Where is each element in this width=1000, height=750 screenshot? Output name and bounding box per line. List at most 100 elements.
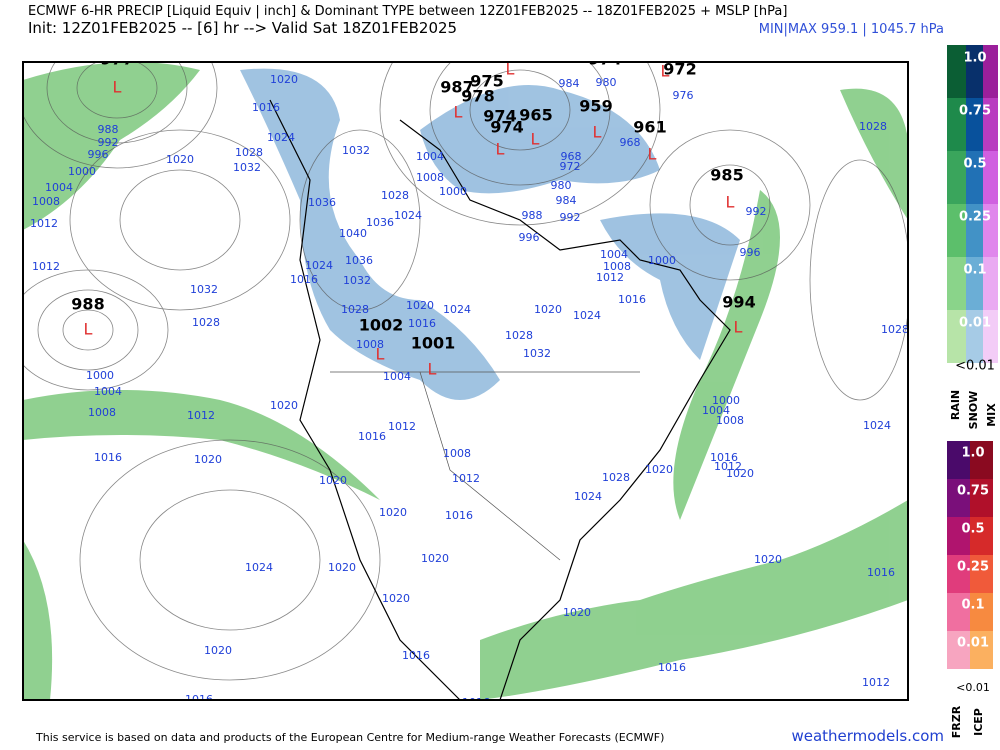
isobar-label: 1032 [342,144,370,157]
isobar-label: 980 [551,179,572,192]
pressure-center: 981 [496,30,529,49]
legend-level: 0.1 [961,598,984,613]
isobar-label: 1020 [563,606,591,619]
isobar-label: 1004 [94,385,122,398]
isobar-label: 992 [746,205,767,218]
isobar-label: 1024 [443,303,471,316]
isobar-label: 1004 [600,248,628,261]
isobar-label: 976 [673,89,694,102]
isobar-label: 1016 [462,696,490,709]
isobar-label: 1016 [290,273,318,286]
isobar-label: 1000 [439,185,467,198]
legend-swatch [970,441,993,479]
legend-type: MIX [985,403,998,427]
isobar-label: 1020 [754,553,782,566]
isobar-label: 1008 [88,406,116,419]
isobar-label: 1008 [356,338,384,351]
legend-level: 0.01 [957,636,989,651]
isobar-label: 1020 [194,453,222,466]
low-marker: L [734,318,743,337]
legend-swatch [947,593,970,631]
isobar-label: 1012 [862,676,890,689]
isobar-label: 1012 [452,472,480,485]
isobar-label: 1020 [534,303,562,316]
isobar-label: 1016 [358,430,386,443]
legend-swatch [966,98,983,151]
isobar-label: 1024 [305,259,333,272]
legend-below: <0.01 [955,359,995,374]
isobar-label: 1000 [68,165,96,178]
isobar-label: 980 [596,76,617,89]
pressure-center: 1002 [359,316,404,335]
isobar-label: 1008 [416,171,444,184]
isobar-label: 1036 [366,216,394,229]
isobar-label: 1004 [702,404,730,417]
pressure-center: 978 [461,87,494,106]
legend-swatch [966,204,983,257]
isobar-label: 1004 [383,370,411,383]
isobar-label: 1024 [245,561,273,574]
legend-swatch [966,151,983,204]
isobar-label: 1016 [710,451,738,464]
legend-type: FRZR [950,705,963,738]
pressure-center: 974 [490,118,523,137]
precip-rain [23,62,908,700]
pressure-center: 974 [483,107,516,126]
isobar-label: 1020 [382,592,410,605]
isobar-label: 992 [98,136,119,149]
isobar-label: 1020 [270,399,298,412]
site-link[interactable]: weathermodels.com [791,727,944,745]
isobar-label: 1004 [416,150,444,163]
pressure-center: 961 [633,118,666,137]
pressure-center: 965 [519,106,552,125]
legend-swatch [947,310,966,363]
legend-level: 0.5 [961,522,984,537]
isobar-label: 1000 [86,369,114,382]
isobar-label: 1028 [881,323,909,336]
low-marker: L [428,360,437,379]
isobar-label: 1016 [867,566,895,579]
map-frame [22,61,909,701]
legend-swatch [966,257,983,310]
pressure-center: 1001 [411,334,456,353]
isobar-label: 1012 [714,460,742,473]
legend-level: 0.5 [963,157,986,172]
isobar-label: 1004 [45,181,73,194]
legend-type: SNOW [967,391,980,430]
legend-swatch [983,257,998,310]
isobar-label: 1024 [394,209,422,222]
isobar-label: 1040 [339,227,367,240]
legend-swatch [947,98,966,151]
isobar-lines [23,62,908,681]
isobar-label: 1020 [406,299,434,312]
pressure-center: 988 [71,295,104,314]
isobar-label: 1032 [190,283,218,296]
isobar-label: 1012 [596,271,624,284]
pressure-center: 959 [579,97,612,116]
legend-swatch [947,631,970,669]
isobar-label: 1016 [402,649,430,662]
legend-level: 0.1 [963,263,986,278]
low-marker: L [726,193,735,212]
isobar-label: 1020 [726,467,754,480]
legend-swatch [983,98,998,151]
isobar-label: 1028 [381,189,409,202]
isobar-label: 1024 [574,490,602,503]
borders [330,371,640,561]
legend-level: 0.01 [959,316,991,331]
legend-level: 0.75 [959,104,991,119]
isobar-label: 1028 [505,329,533,342]
pressure-center: 976 [503,44,536,63]
legend-swatch [970,517,993,555]
legend-swatch [947,257,966,310]
low-marker: L [113,78,122,97]
isobar-label: 1020 [166,153,194,166]
pressure-center: 985 [710,166,743,185]
isobar-label: 1020 [328,561,356,574]
isobar-label: 1032 [233,161,261,174]
isobar-label: 1028 [859,120,887,133]
isobar-label: 972 [560,160,581,173]
map-title: ECMWF 6-HR PRECIP [Liquid Equiv | inch] … [28,4,787,19]
isobar-label: 1032 [523,347,551,360]
